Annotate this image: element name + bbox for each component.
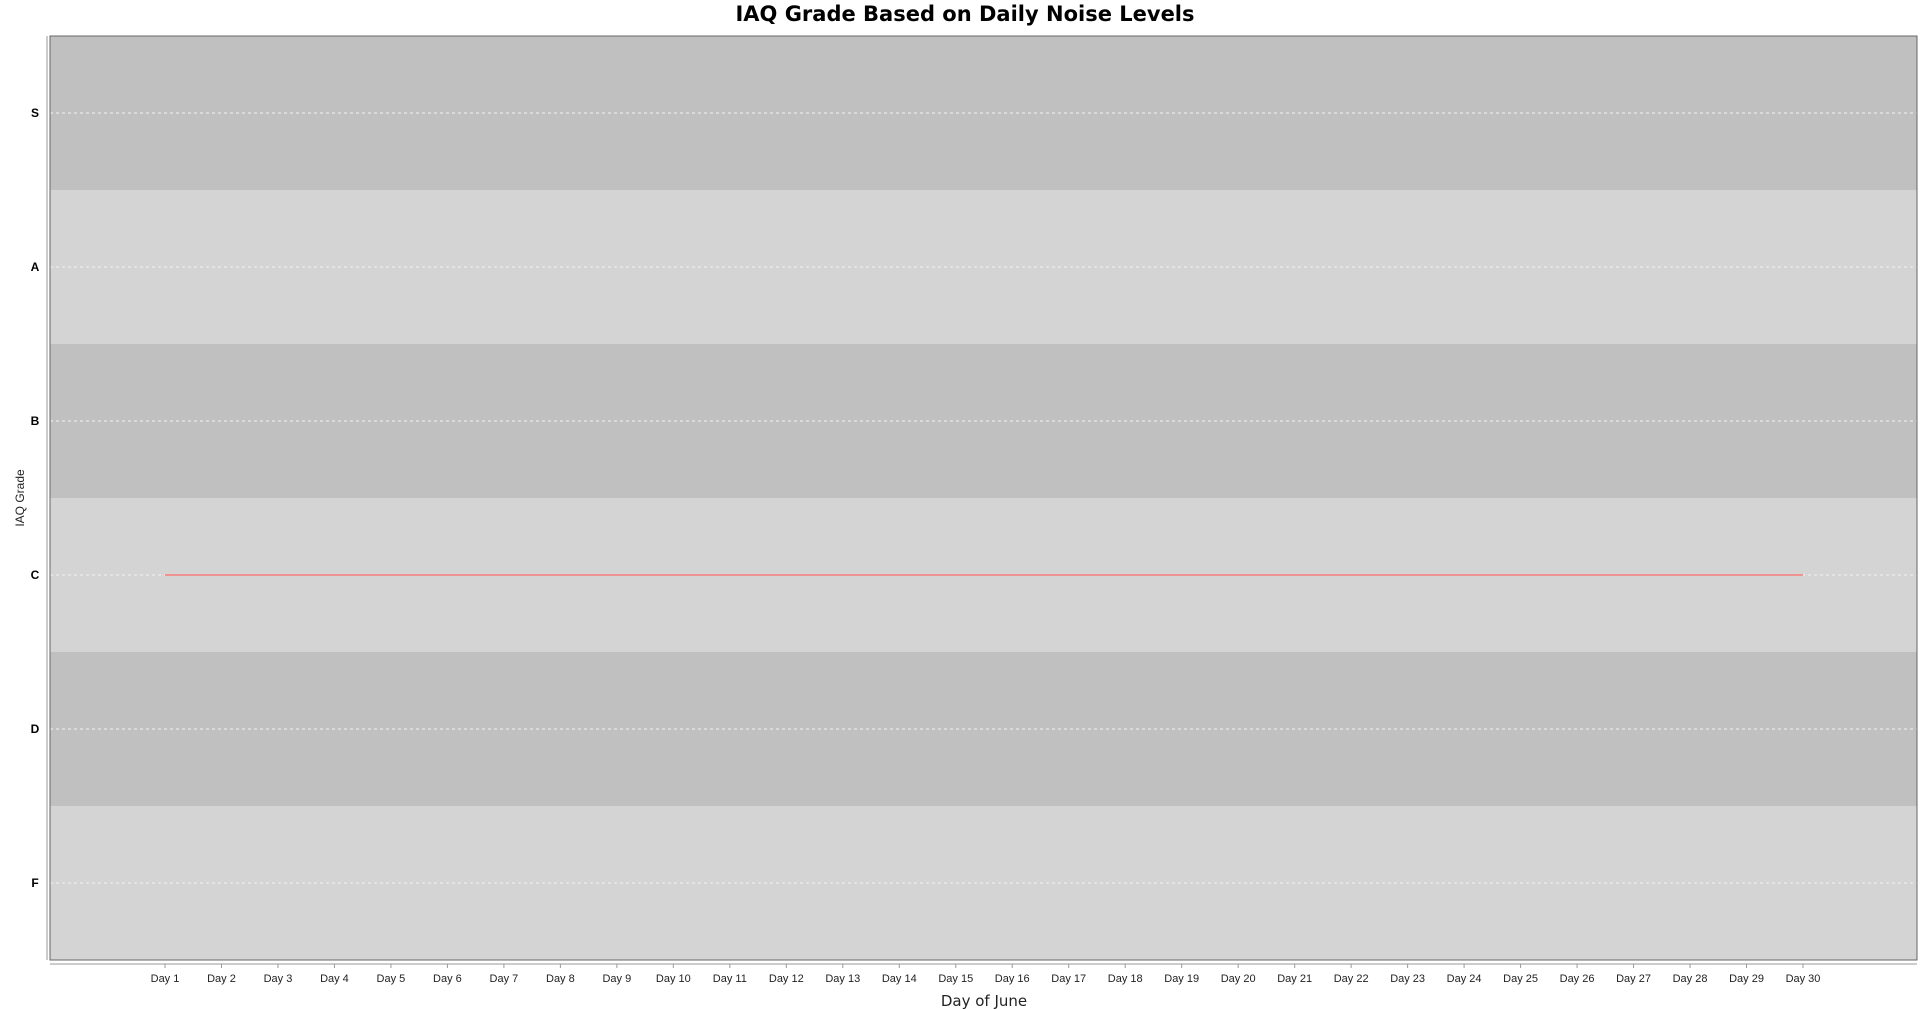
- y-tick-label: A: [31, 260, 40, 274]
- x-tick-label: Day 7: [490, 973, 519, 985]
- x-tick-label: Day 26: [1560, 973, 1595, 985]
- x-tick-label: Day 12: [769, 973, 804, 985]
- y-tick-label: B: [31, 414, 40, 428]
- y-tick-label: D: [31, 722, 40, 736]
- x-tick-label: Day 3: [264, 973, 293, 985]
- x-tick-label: Day 10: [656, 973, 691, 985]
- y-ticks: S A B C D F: [31, 106, 40, 890]
- x-tick-label: Day 13: [825, 973, 860, 985]
- x-tick-label: Day 19: [1164, 973, 1199, 985]
- y-tick-label: S: [31, 106, 39, 120]
- x-tick-label: Day 4: [320, 973, 349, 985]
- x-tick-label: Day 2: [207, 973, 236, 985]
- x-tick-label: Day 5: [377, 973, 406, 985]
- x-tick-label: Day 17: [1051, 973, 1086, 985]
- x-tick-label: Day 18: [1108, 973, 1143, 985]
- plot-bands: [50, 36, 1917, 960]
- x-tick-label: Day 1: [151, 973, 180, 985]
- x-tick-label: Day 15: [938, 973, 973, 985]
- x-tick-label: Day 27: [1616, 973, 1651, 985]
- x-tick-label: Day 11: [713, 973, 747, 985]
- x-tick-label: Day 29: [1729, 973, 1764, 985]
- plot-frame: [49, 35, 1918, 961]
- x-tick-label: Day 28: [1673, 973, 1708, 985]
- x-tick-label: Day 6: [433, 973, 462, 985]
- x-ticks: Day 1 Day 2 Day 3 Day 4 Day 5 Day 6 Day 7 Day 8…: [151, 964, 1821, 985]
- x-tick-label: Day 24: [1447, 973, 1482, 985]
- x-tick-label: Day 8: [546, 973, 575, 985]
- x-tick-label: Day 14: [882, 973, 917, 985]
- x-tick-label: Day 9: [602, 973, 631, 985]
- x-tick-label: Day 20: [1221, 973, 1256, 985]
- x-tick-label: Day 25: [1503, 973, 1538, 985]
- x-tick-label: Day 23: [1390, 973, 1425, 985]
- x-tick-label: Day 30: [1786, 973, 1821, 985]
- x-tick-label: Day 22: [1334, 973, 1369, 985]
- chart-title: IAQ Grade Based on Daily Noise Levels: [735, 2, 1194, 26]
- x-axis-label: Day of June: [941, 992, 1027, 1009]
- y-axis-label: IAQ Grade: [13, 469, 27, 527]
- x-tick-label: Day 16: [995, 973, 1030, 985]
- x-tick-label: Day 21: [1277, 973, 1312, 985]
- y-tick-label: F: [31, 876, 38, 890]
- y-tick-label: C: [31, 568, 40, 582]
